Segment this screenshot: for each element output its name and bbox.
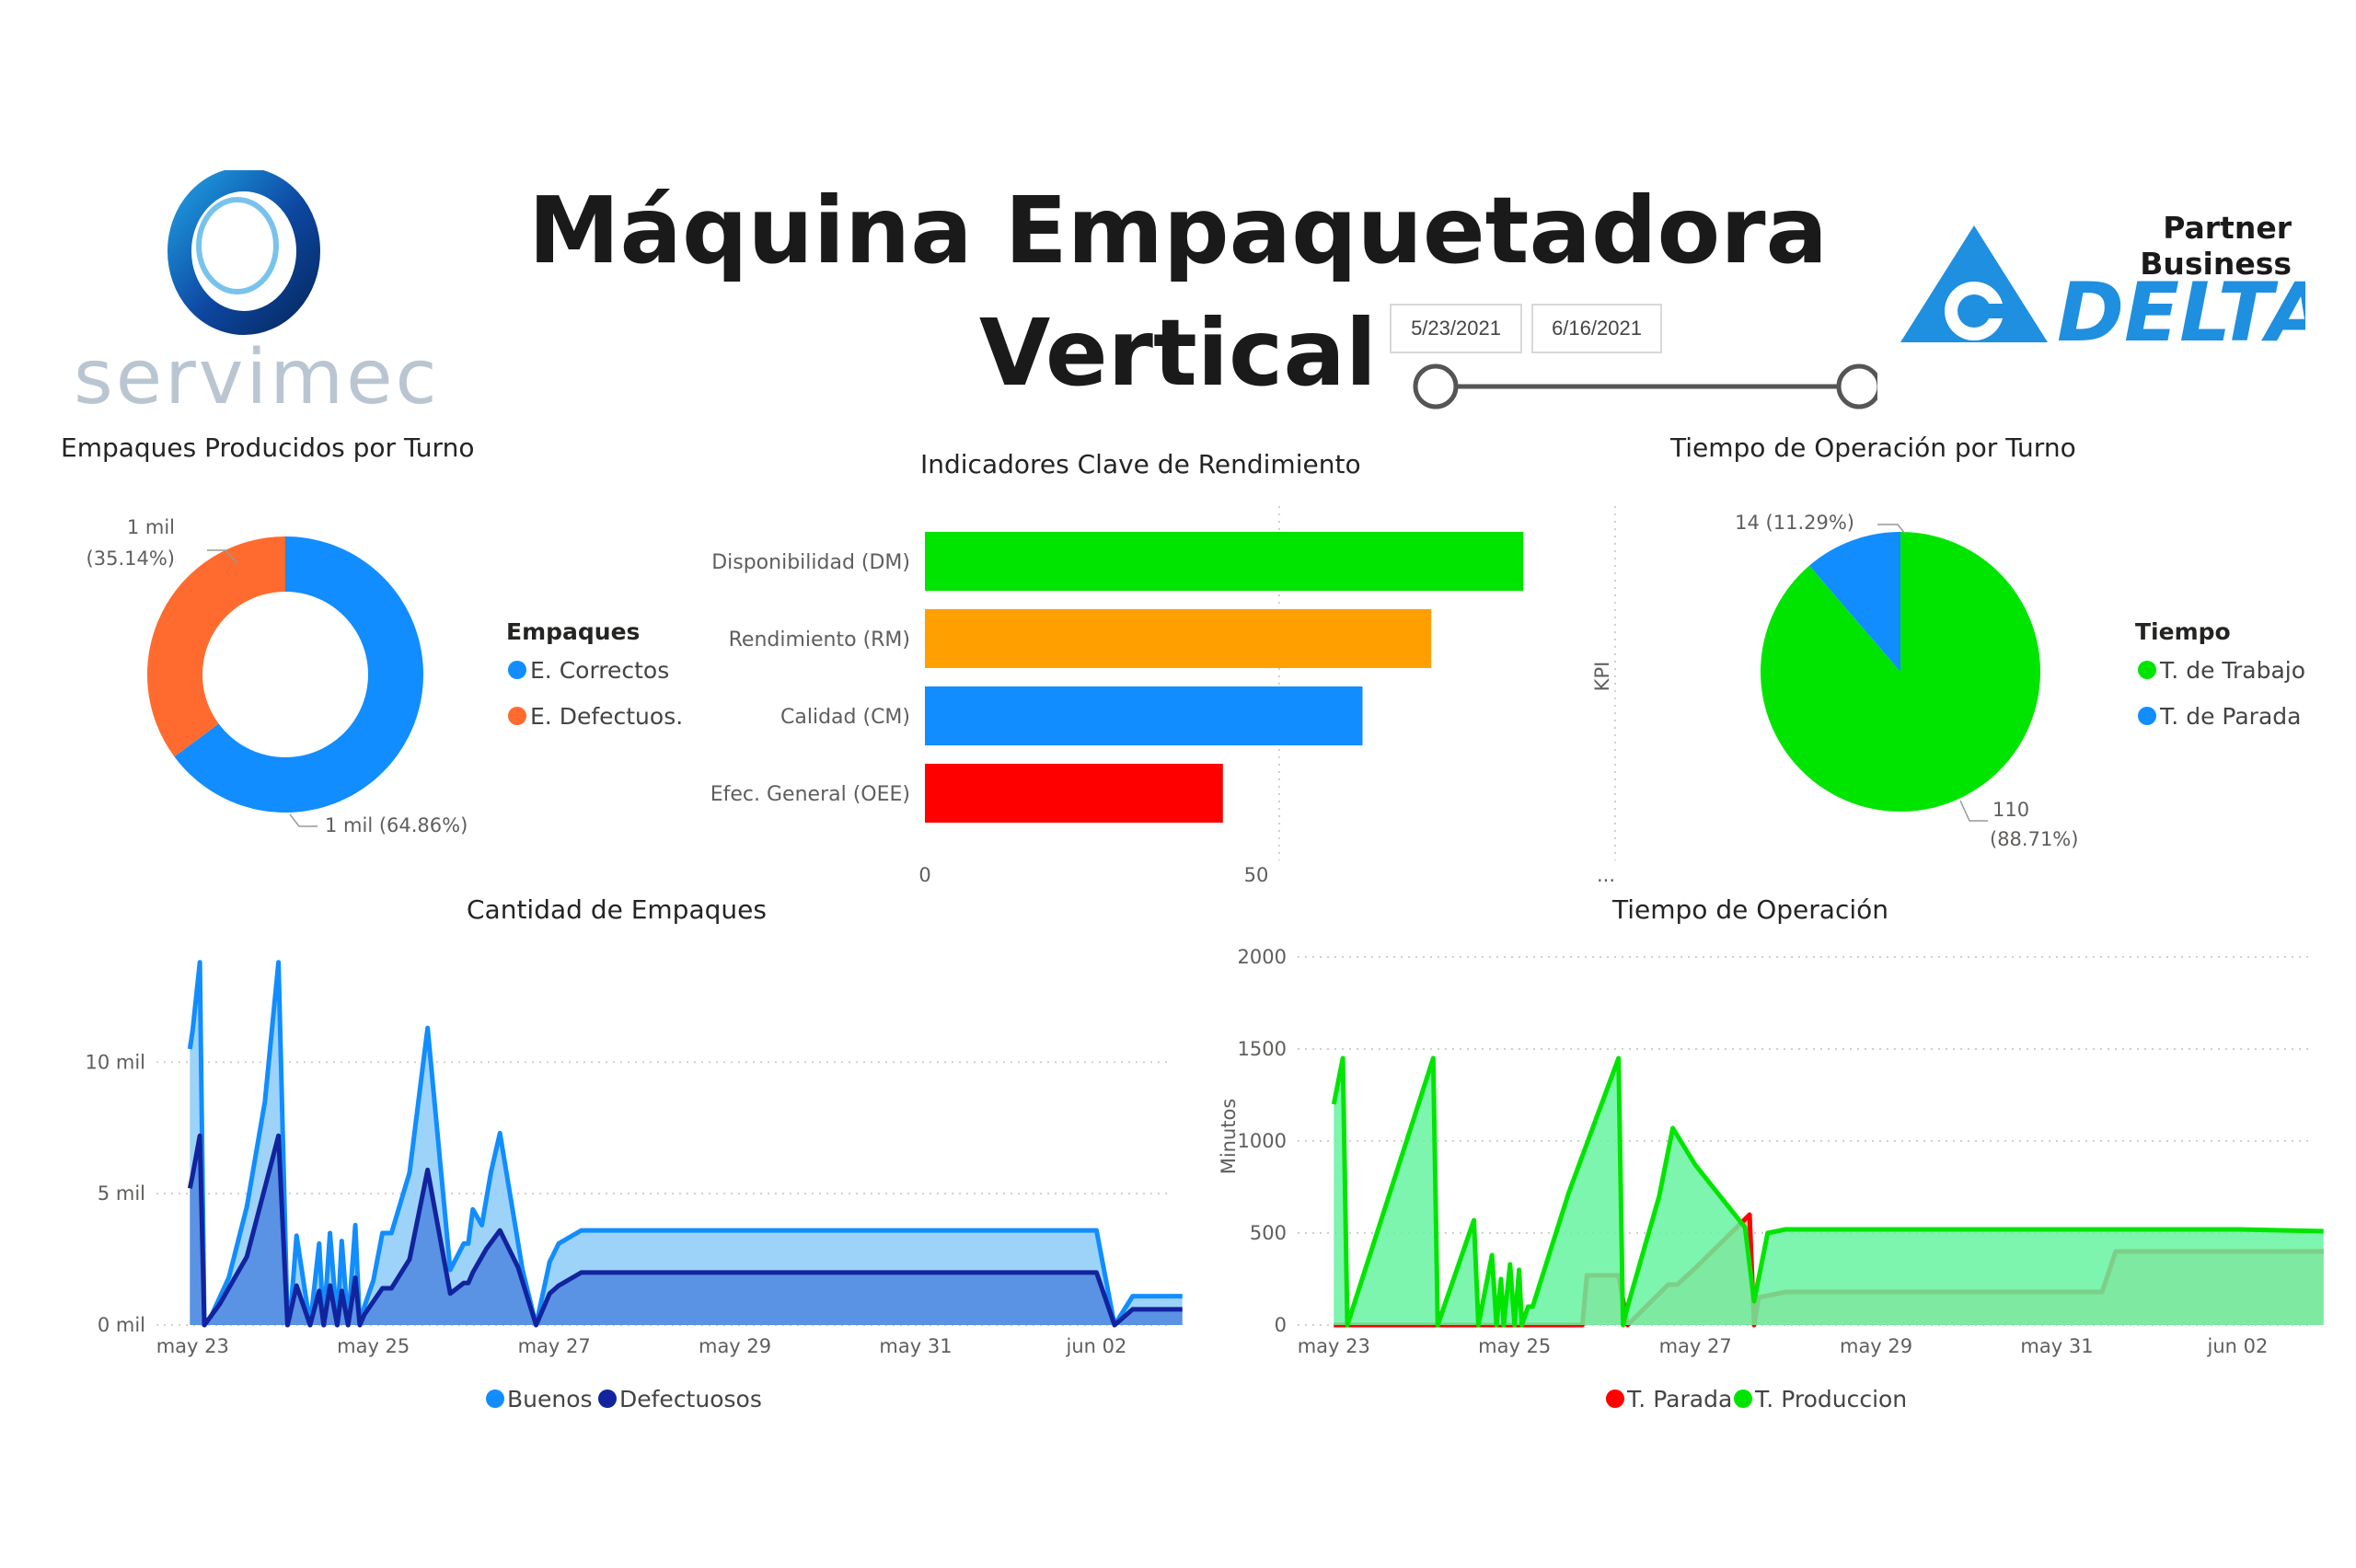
pie-label-parada: 14 (11.29%) [1735, 512, 1854, 534]
legend-dot-parada-line [1606, 1389, 1624, 1408]
chart-title-kpi: Indicadores Clave de Rendimiento [920, 449, 1361, 479]
legend-item-correctos[interactable]: E. Correctos [530, 657, 669, 684]
page-title-line1: Máquina Empaquetadora [527, 177, 1829, 284]
x-tick-label: may 29 [699, 1335, 771, 1357]
delta-triangle-icon [1900, 225, 2048, 342]
x-tick-label: may 29 [1840, 1335, 1912, 1357]
legend-item-trabajo[interactable]: T. de Trabajo [2159, 657, 2305, 684]
y-tick-label: 2000 [1238, 946, 1287, 968]
leader-line [289, 813, 318, 827]
donut-label-defectuos-top: 1 mil [127, 516, 175, 538]
kpi-bar-chart: Disponibilidad (DM) Rendimiento (RM) Calid… [710, 506, 1616, 886]
y-tick-label: 0 mil [98, 1314, 145, 1336]
area1-series-line[interactable] [187, 1133, 1183, 1328]
cantidad-area-chart: 0 mil 5 mil 10 mil may 23 may 25 may 27 may 29… [85, 960, 1183, 1412]
area1-series-area [190, 1136, 1183, 1325]
legend-title-tiempo: Tiempo [2135, 618, 2231, 645]
legend-item-buenos[interactable]: Buenos [507, 1386, 593, 1412]
x-tick-label: jun 02 [1065, 1335, 1126, 1357]
date-start-input[interactable]: 5/23/2021 [1390, 304, 1522, 353]
servimec-logo: servimec [64, 167, 451, 421]
donut-label-defectuos-pct: (35.14%) [87, 548, 175, 570]
legend-dot-buenos [486, 1389, 504, 1408]
date-range-slider[interactable] [1399, 359, 1877, 414]
chart-title-tiempo-operacion: Tiempo de Operación [1612, 894, 1888, 925]
x-tick-label: may 31 [2020, 1335, 2093, 1357]
legend-dot-correctos [508, 661, 526, 679]
page-title-line2: Vertical [978, 299, 1378, 407]
y-tick-label: 5 mil [98, 1182, 145, 1205]
x-tick-label: may 31 [879, 1335, 952, 1357]
donut-label-correctos: 1 mil (64.86%) [325, 814, 468, 836]
kpi-category-label: Calidad (CM) [780, 706, 910, 729]
x-tick-label: may 23 [156, 1335, 229, 1357]
legend-dot-produccion [1734, 1389, 1752, 1408]
legend-item-parada[interactable]: T. de Parada [2159, 703, 2301, 730]
legend-item-t-produccion[interactable]: T. Produccion [1754, 1386, 1907, 1412]
kpi-category-label: Disponibilidad (DM) [711, 551, 910, 574]
area2-series-area [1334, 1058, 2324, 1325]
slider-end-handle[interactable] [1836, 363, 1877, 409]
area2-series-line[interactable] [1331, 1055, 2324, 1328]
x-tick-label: may 27 [518, 1335, 591, 1357]
kpi-category-label: Efec. General (OEE) [710, 783, 910, 806]
y-tick-label: 1000 [1238, 1130, 1287, 1152]
servimec-wordmark: servimec [74, 334, 440, 421]
x-tick-label: may 25 [337, 1335, 410, 1357]
pie-label-trabajo-pct: (88.71%) [1990, 828, 2078, 850]
donut-slice-1[interactable] [174, 536, 423, 813]
legend-item-defectuos[interactable]: E. Defectuos. [530, 703, 683, 730]
legend-title-empaques: Empaques [506, 618, 640, 645]
area1-series-line[interactable] [187, 960, 1183, 1328]
leader-line [1877, 524, 1906, 535]
chart-title-empaques: Empaques Producidos por Turno [61, 432, 475, 463]
servimec-ring-icon [167, 167, 320, 335]
kpi-bar[interactable] [925, 764, 1223, 823]
slider-start-handle[interactable] [1413, 363, 1459, 409]
leader-line [207, 549, 238, 564]
chart-title-cantidad: Cantidad de Empaques [467, 894, 767, 925]
pie-slice-2[interactable] [1808, 532, 1900, 672]
kpi-bar[interactable] [925, 532, 1524, 591]
donut-slice-2[interactable] [147, 536, 285, 757]
y-tick-label: 10 mil [85, 1051, 145, 1073]
x-tick-label: jun 02 [2206, 1335, 2268, 1357]
y-tick-label: 1500 [1238, 1038, 1287, 1060]
kpi-bar[interactable] [925, 609, 1432, 668]
pie-label-trabajo-val: 110 [1992, 799, 2029, 821]
legend-dot-trabajo [2138, 661, 2156, 679]
kpi-bar[interactable] [925, 686, 1363, 745]
x-tick-label: may 27 [1659, 1335, 1732, 1357]
y-tick-label: 500 [1250, 1222, 1287, 1244]
leader-line [1959, 800, 1988, 822]
kpi-category-label: Rendimiento (RM) [729, 628, 910, 651]
legend-dot-defectuosos [598, 1389, 617, 1408]
legend-dot-defectuos [508, 707, 526, 725]
empaques-donut-chart: 1 mil (35.14%) 1 mil (64.86%) Empaques E… [87, 516, 684, 836]
kpi-ellipsis[interactable]: ... [1597, 864, 1615, 886]
kpi-axis-label: KPI [1591, 662, 1613, 692]
x-tick-label: may 25 [1478, 1335, 1551, 1357]
tiempo-operacion-area-chart: 0 500 1000 1500 2000 may 23 may 25 may 27 may 29… [1218, 946, 2324, 1412]
y-tick-label: 0 [1275, 1314, 1287, 1336]
kpi-tick-label: 50 [1244, 864, 1269, 886]
chart-title-tiempo-turno: Tiempo de Operación por Turno [1670, 432, 2076, 463]
legend-item-t-parada[interactable]: T. Parada [1626, 1386, 1732, 1412]
delta-wordmark: DELTA [2057, 265, 2305, 350]
legend-dot-parada [2138, 707, 2156, 725]
y-axis-title-minutos: Minutos [1218, 1099, 1240, 1175]
delta-logo: DELTA [1900, 225, 2305, 350]
kpi-tick-label: 0 [918, 864, 930, 886]
partner-label: Partner Business [2140, 210, 2292, 282]
legend-item-defectuosos[interactable]: Defectuosos [619, 1386, 762, 1412]
x-tick-label: may 23 [1298, 1335, 1370, 1357]
tiempo-pie-chart: 14 (11.29%) 110 (88.71%) Tiempo T. de Tr… [1735, 512, 2305, 850]
date-end-input[interactable]: 6/16/2021 [1531, 304, 1662, 353]
